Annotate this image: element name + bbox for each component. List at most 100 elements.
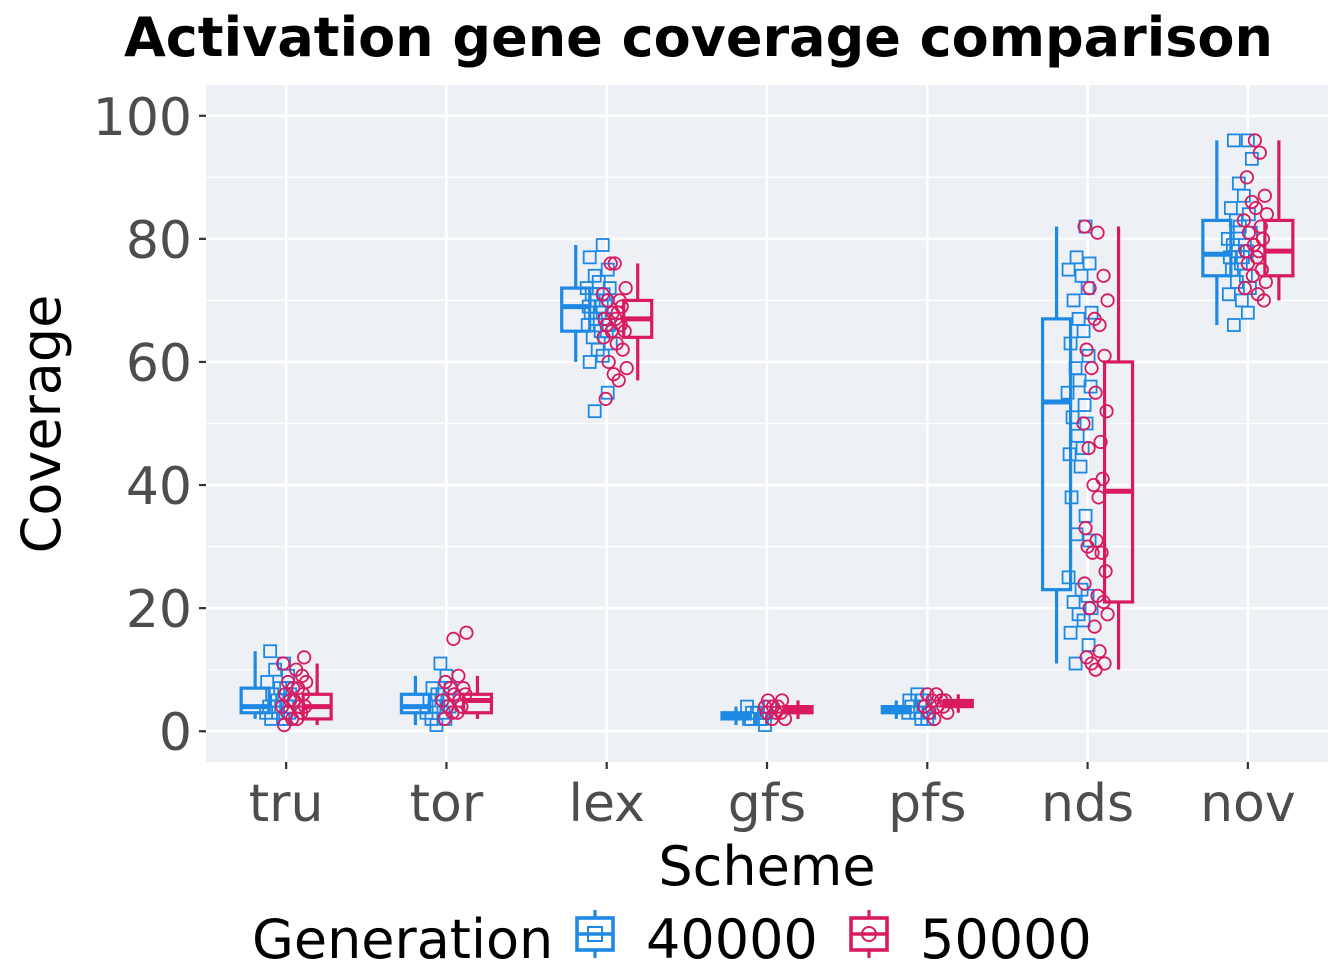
data-point — [587, 404, 602, 419]
data-point — [1069, 250, 1084, 265]
legend-marker — [861, 926, 877, 942]
data-point — [1100, 607, 1115, 622]
data-point — [1085, 545, 1100, 560]
points-50000-pfs — [917, 687, 955, 727]
points-40000-nds — [1060, 219, 1099, 671]
data-point — [596, 330, 611, 345]
box-iqr — [1201, 218, 1233, 278]
data-point — [450, 705, 465, 720]
points-50000-gfs — [757, 693, 793, 727]
data-point — [927, 711, 942, 727]
data-point — [1065, 410, 1080, 425]
data-point — [777, 711, 793, 727]
data-point — [1236, 213, 1251, 228]
data-point — [1098, 564, 1113, 579]
x-axis-ticks: tru tor lex gfs pfs nds nov — [249, 762, 1296, 834]
data-point — [1092, 644, 1107, 659]
data-point — [901, 705, 916, 720]
data-point — [290, 711, 305, 727]
x-tick-label-lex: lex — [569, 774, 645, 834]
data-point — [1093, 434, 1108, 450]
data-point — [1068, 656, 1083, 671]
data-point — [582, 250, 597, 265]
data-point — [1094, 545, 1109, 560]
data-point — [1076, 613, 1091, 628]
legend-label-40000: 40000 — [646, 908, 818, 960]
y-tick-label: 100 — [93, 88, 192, 148]
data-point — [744, 712, 758, 726]
data-point — [582, 355, 597, 369]
data-point — [1240, 305, 1255, 320]
data-point — [1063, 336, 1078, 351]
data-point — [1082, 280, 1097, 296]
data-point — [1221, 287, 1236, 302]
x-axis-title: Scheme — [658, 835, 875, 898]
data-point — [940, 705, 955, 720]
data-point — [1245, 268, 1260, 283]
x-tick-label-pfs: pfs — [888, 774, 966, 834]
data-point — [1091, 490, 1106, 505]
data-point — [1082, 256, 1097, 271]
data-point — [264, 712, 279, 726]
data-point — [1082, 601, 1097, 616]
y-axis-title: Coverage — [10, 295, 73, 554]
data-point — [600, 385, 615, 400]
data-point — [1237, 280, 1252, 296]
data-point — [451, 668, 466, 683]
data-point — [1086, 477, 1101, 493]
data-point — [1226, 318, 1241, 332]
data-point — [276, 656, 291, 671]
data-point — [1248, 200, 1263, 216]
data-point — [1092, 317, 1107, 333]
box-50000-nds — [1102, 226, 1135, 670]
data-point — [1226, 133, 1241, 148]
chart-title: Activation gene coverage comparison — [124, 6, 1273, 69]
y-tick-label: 40 — [126, 457, 192, 517]
points-50000-lex — [595, 256, 634, 406]
data-point — [1100, 293, 1115, 308]
y-tick-label: 0 — [159, 703, 192, 763]
data-point — [1099, 404, 1114, 419]
legend-key-40000 — [575, 910, 615, 958]
points-50000-tru — [275, 650, 314, 733]
box-iqr — [1102, 360, 1135, 604]
data-point — [595, 238, 610, 252]
data-point — [1239, 170, 1254, 185]
y-tick-label: 80 — [126, 211, 192, 271]
data-point — [1076, 324, 1091, 339]
data-point — [615, 342, 630, 357]
data-point — [1077, 576, 1092, 591]
legend: Generation 40000 50000 — [252, 908, 1092, 960]
data-point — [1097, 348, 1112, 363]
data-point — [603, 256, 618, 271]
data-point — [1240, 133, 1255, 148]
x-tick-label-tor: tor — [410, 774, 484, 834]
legend-marker — [587, 926, 603, 942]
points-50000-tor — [435, 625, 474, 727]
data-point — [263, 644, 278, 659]
data-point — [459, 625, 474, 640]
data-point — [1084, 361, 1099, 376]
data-point — [611, 373, 626, 388]
x-tick-label-tru: tru — [249, 774, 324, 834]
legend-key-50000 — [849, 910, 889, 958]
box-iqr — [1040, 317, 1073, 592]
data-point — [1259, 207, 1274, 222]
data-point — [1060, 385, 1075, 400]
data-layer — [239, 133, 1295, 733]
y-axis-ticks: 0 20 40 60 80 100 — [93, 88, 206, 763]
grid-lines — [206, 85, 1328, 762]
box-40000-nds — [1040, 226, 1073, 664]
data-point — [1063, 625, 1078, 640]
legend-title: Generation — [252, 908, 553, 960]
data-point — [757, 699, 773, 714]
data-point — [607, 256, 622, 271]
points-50000-nds — [1076, 219, 1115, 677]
data-point — [1257, 188, 1272, 203]
data-point — [1088, 662, 1103, 677]
box-iqr — [560, 286, 592, 333]
data-point — [437, 711, 452, 727]
data-point — [1241, 225, 1256, 240]
data-point — [1061, 570, 1076, 585]
